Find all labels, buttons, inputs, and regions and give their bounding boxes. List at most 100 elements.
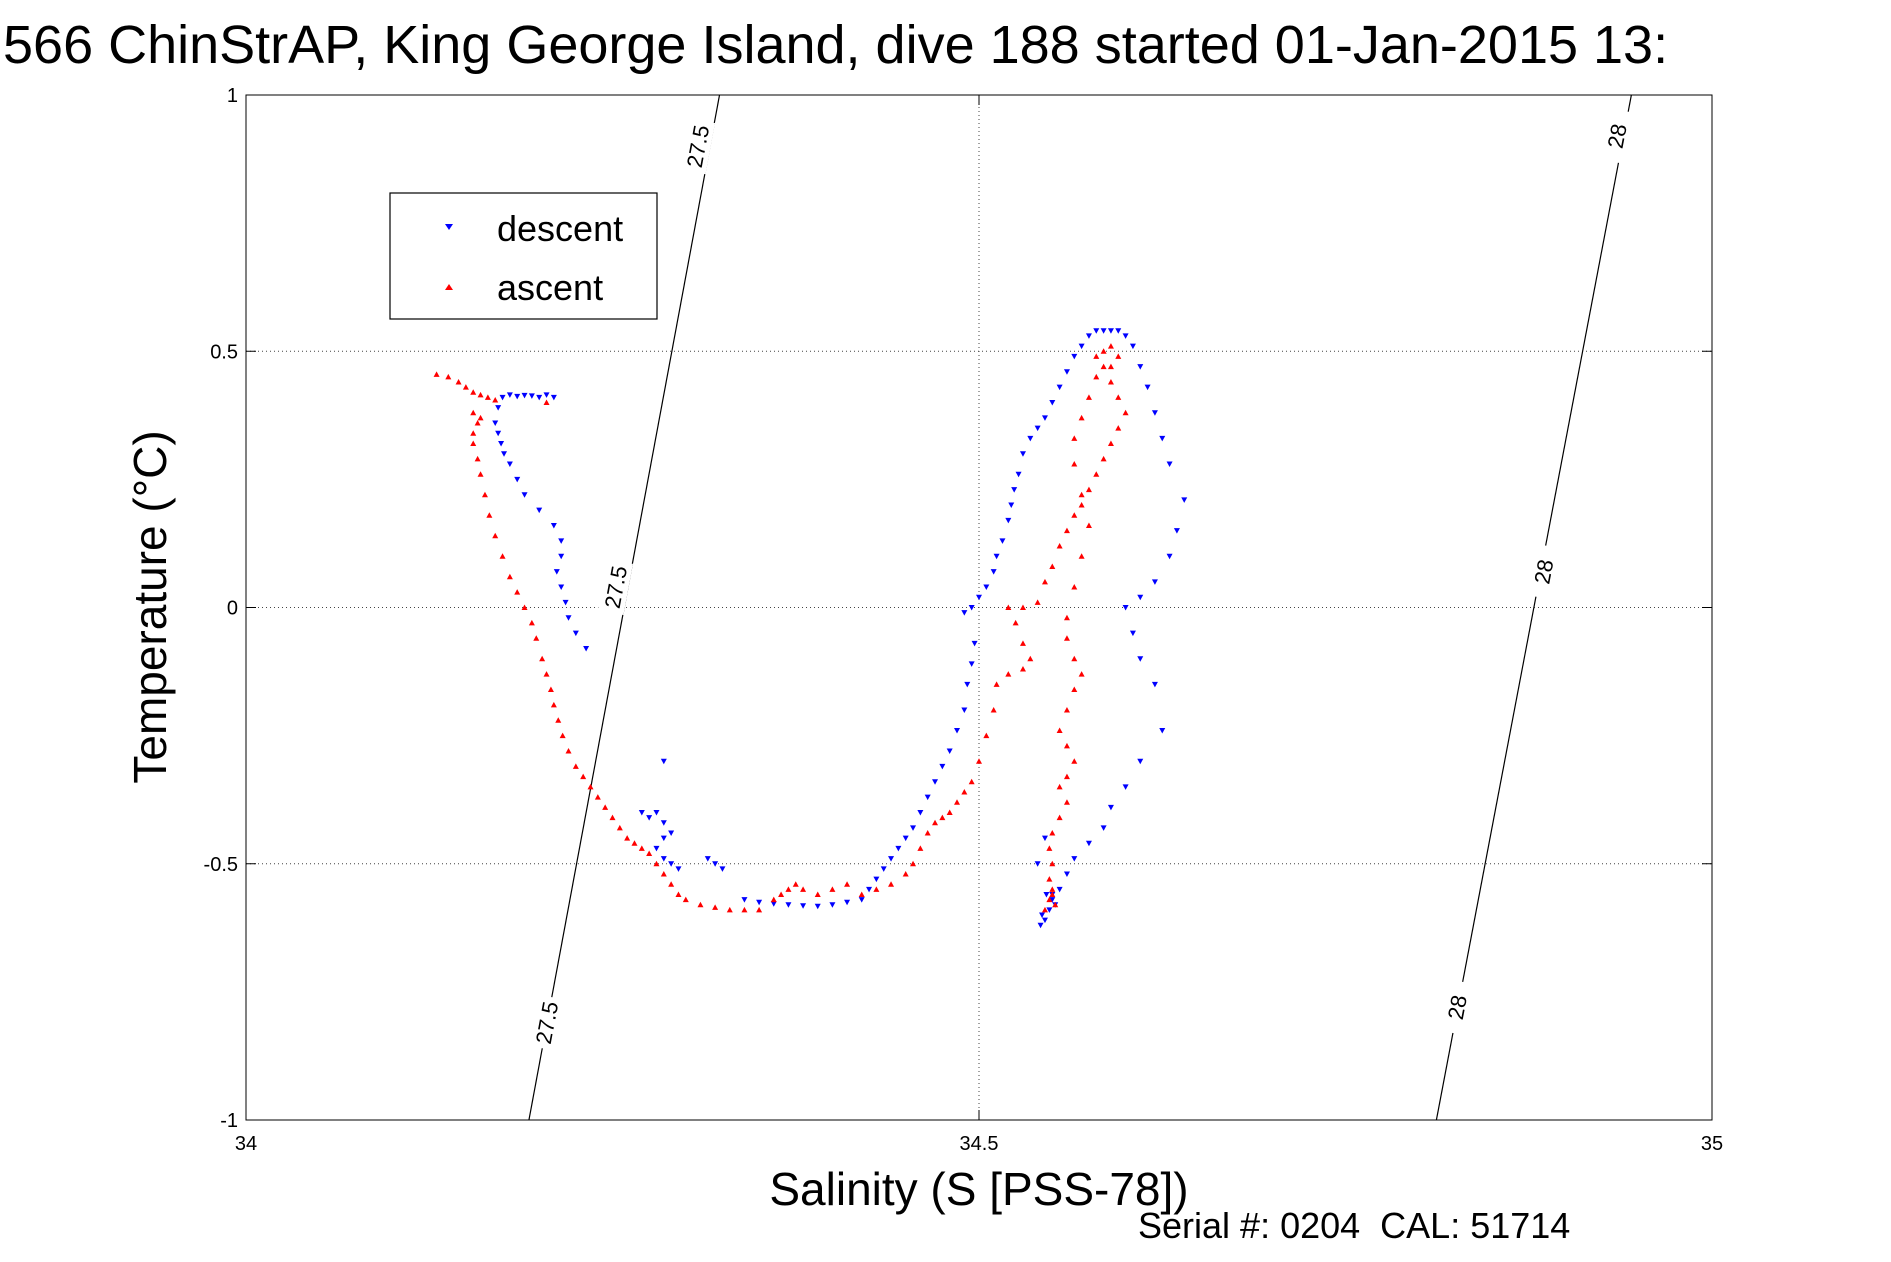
ascent-point <box>990 707 997 713</box>
ascent-point <box>484 394 491 400</box>
chart-title: 566 ChinStrAP, King George Island, dive … <box>3 15 1668 75</box>
ascent-point <box>1078 502 1085 508</box>
legend-ascent-marker <box>445 284 453 290</box>
ascent-point <box>1122 409 1129 416</box>
ascent-point <box>844 881 851 887</box>
descent-point <box>521 492 528 498</box>
ascent-point <box>1078 491 1085 498</box>
ascent-point <box>1046 876 1053 882</box>
ascent-point <box>829 886 836 892</box>
descent-point <box>1085 840 1092 847</box>
ascent-point <box>1071 461 1078 467</box>
descent-point <box>1041 415 1048 421</box>
ascent-point <box>858 891 865 897</box>
legend-descent-label: descent <box>497 208 623 249</box>
ascent-point <box>939 814 946 821</box>
descent-point <box>829 902 836 908</box>
isopycnal-label-bg <box>1525 543 1562 600</box>
descent-point <box>1137 364 1144 370</box>
descent-point <box>558 553 565 560</box>
ascent-point <box>1085 486 1092 493</box>
descent-point <box>1100 328 1107 334</box>
ascent-point <box>543 399 550 405</box>
ascent-point <box>547 686 554 692</box>
descent-point <box>1039 912 1046 918</box>
descent-point <box>939 763 946 770</box>
descent-point <box>1063 369 1070 375</box>
descent-point <box>814 903 821 910</box>
descent-point <box>1049 897 1056 903</box>
descent-point <box>1173 528 1180 534</box>
ascent-point <box>477 414 484 421</box>
ascent-point <box>1063 614 1070 621</box>
ascent-point <box>638 845 645 851</box>
y-axis-label: Temperature (°C) <box>124 430 176 783</box>
ascent-point <box>932 819 939 826</box>
descent-point <box>1078 343 1085 350</box>
descent-point <box>653 845 660 852</box>
descent-point <box>553 569 560 575</box>
descent-point <box>506 392 513 398</box>
ascent-point <box>1049 860 1056 867</box>
descent-point <box>1071 856 1078 862</box>
descent-point <box>1011 487 1018 493</box>
data-points <box>433 328 1188 929</box>
ascent-point <box>976 758 982 764</box>
ascent-point <box>1063 773 1070 780</box>
descent-point <box>501 451 508 457</box>
descent-point <box>660 758 667 765</box>
descent-point <box>946 748 953 754</box>
ascent-point <box>477 391 484 398</box>
descent-point <box>1063 871 1070 877</box>
descent-point <box>917 810 924 816</box>
ascent-point <box>474 455 481 462</box>
descent-point <box>499 394 506 401</box>
descent-point <box>536 394 543 401</box>
descent-point <box>1019 451 1026 457</box>
descent-point <box>990 569 997 575</box>
descent-point <box>719 866 726 872</box>
x-tick-label: 34 <box>235 1133 257 1155</box>
ascent-point <box>770 896 777 903</box>
ascent-point <box>1063 799 1070 805</box>
ascent-point <box>910 860 917 867</box>
ascent-point <box>741 906 748 913</box>
ascent-point <box>792 881 799 887</box>
ascent-point <box>587 783 594 790</box>
ascent-point <box>1078 553 1085 559</box>
ascent-point <box>1100 363 1107 370</box>
ascent-point <box>653 860 660 867</box>
ascent-point <box>609 814 616 821</box>
ascent-point <box>1078 414 1085 421</box>
ascent-point <box>660 871 667 877</box>
legend-ascent-label: ascent <box>497 267 603 308</box>
ascent-point <box>481 491 488 498</box>
ascent-point <box>486 512 493 518</box>
descent-point <box>1093 328 1100 334</box>
ascent-point <box>1046 896 1053 903</box>
grid <box>246 95 1712 1120</box>
ascent-point <box>1019 666 1026 672</box>
descent-point <box>932 779 939 785</box>
ascent-point <box>800 886 807 892</box>
ascent-point <box>1063 707 1070 713</box>
ascent-point <box>539 655 546 662</box>
legend-descent-marker <box>445 224 453 230</box>
ascent-point <box>550 701 557 708</box>
descent-point <box>1049 400 1056 406</box>
ascent-point <box>675 891 682 897</box>
ascent-point <box>462 384 469 390</box>
ascent-point <box>1115 394 1122 400</box>
ascent-point <box>1027 655 1034 662</box>
descent-point <box>572 630 579 637</box>
descent-point <box>976 594 982 601</box>
descent-point <box>1151 681 1158 688</box>
ascent-point <box>682 896 689 903</box>
descent-point <box>506 461 513 467</box>
isopycnal-label-bg <box>679 118 716 175</box>
descent-point <box>521 392 528 399</box>
descent-point <box>1151 410 1158 416</box>
descent-point <box>866 886 873 893</box>
descent-point <box>924 794 931 801</box>
ascent-point <box>1019 640 1026 646</box>
